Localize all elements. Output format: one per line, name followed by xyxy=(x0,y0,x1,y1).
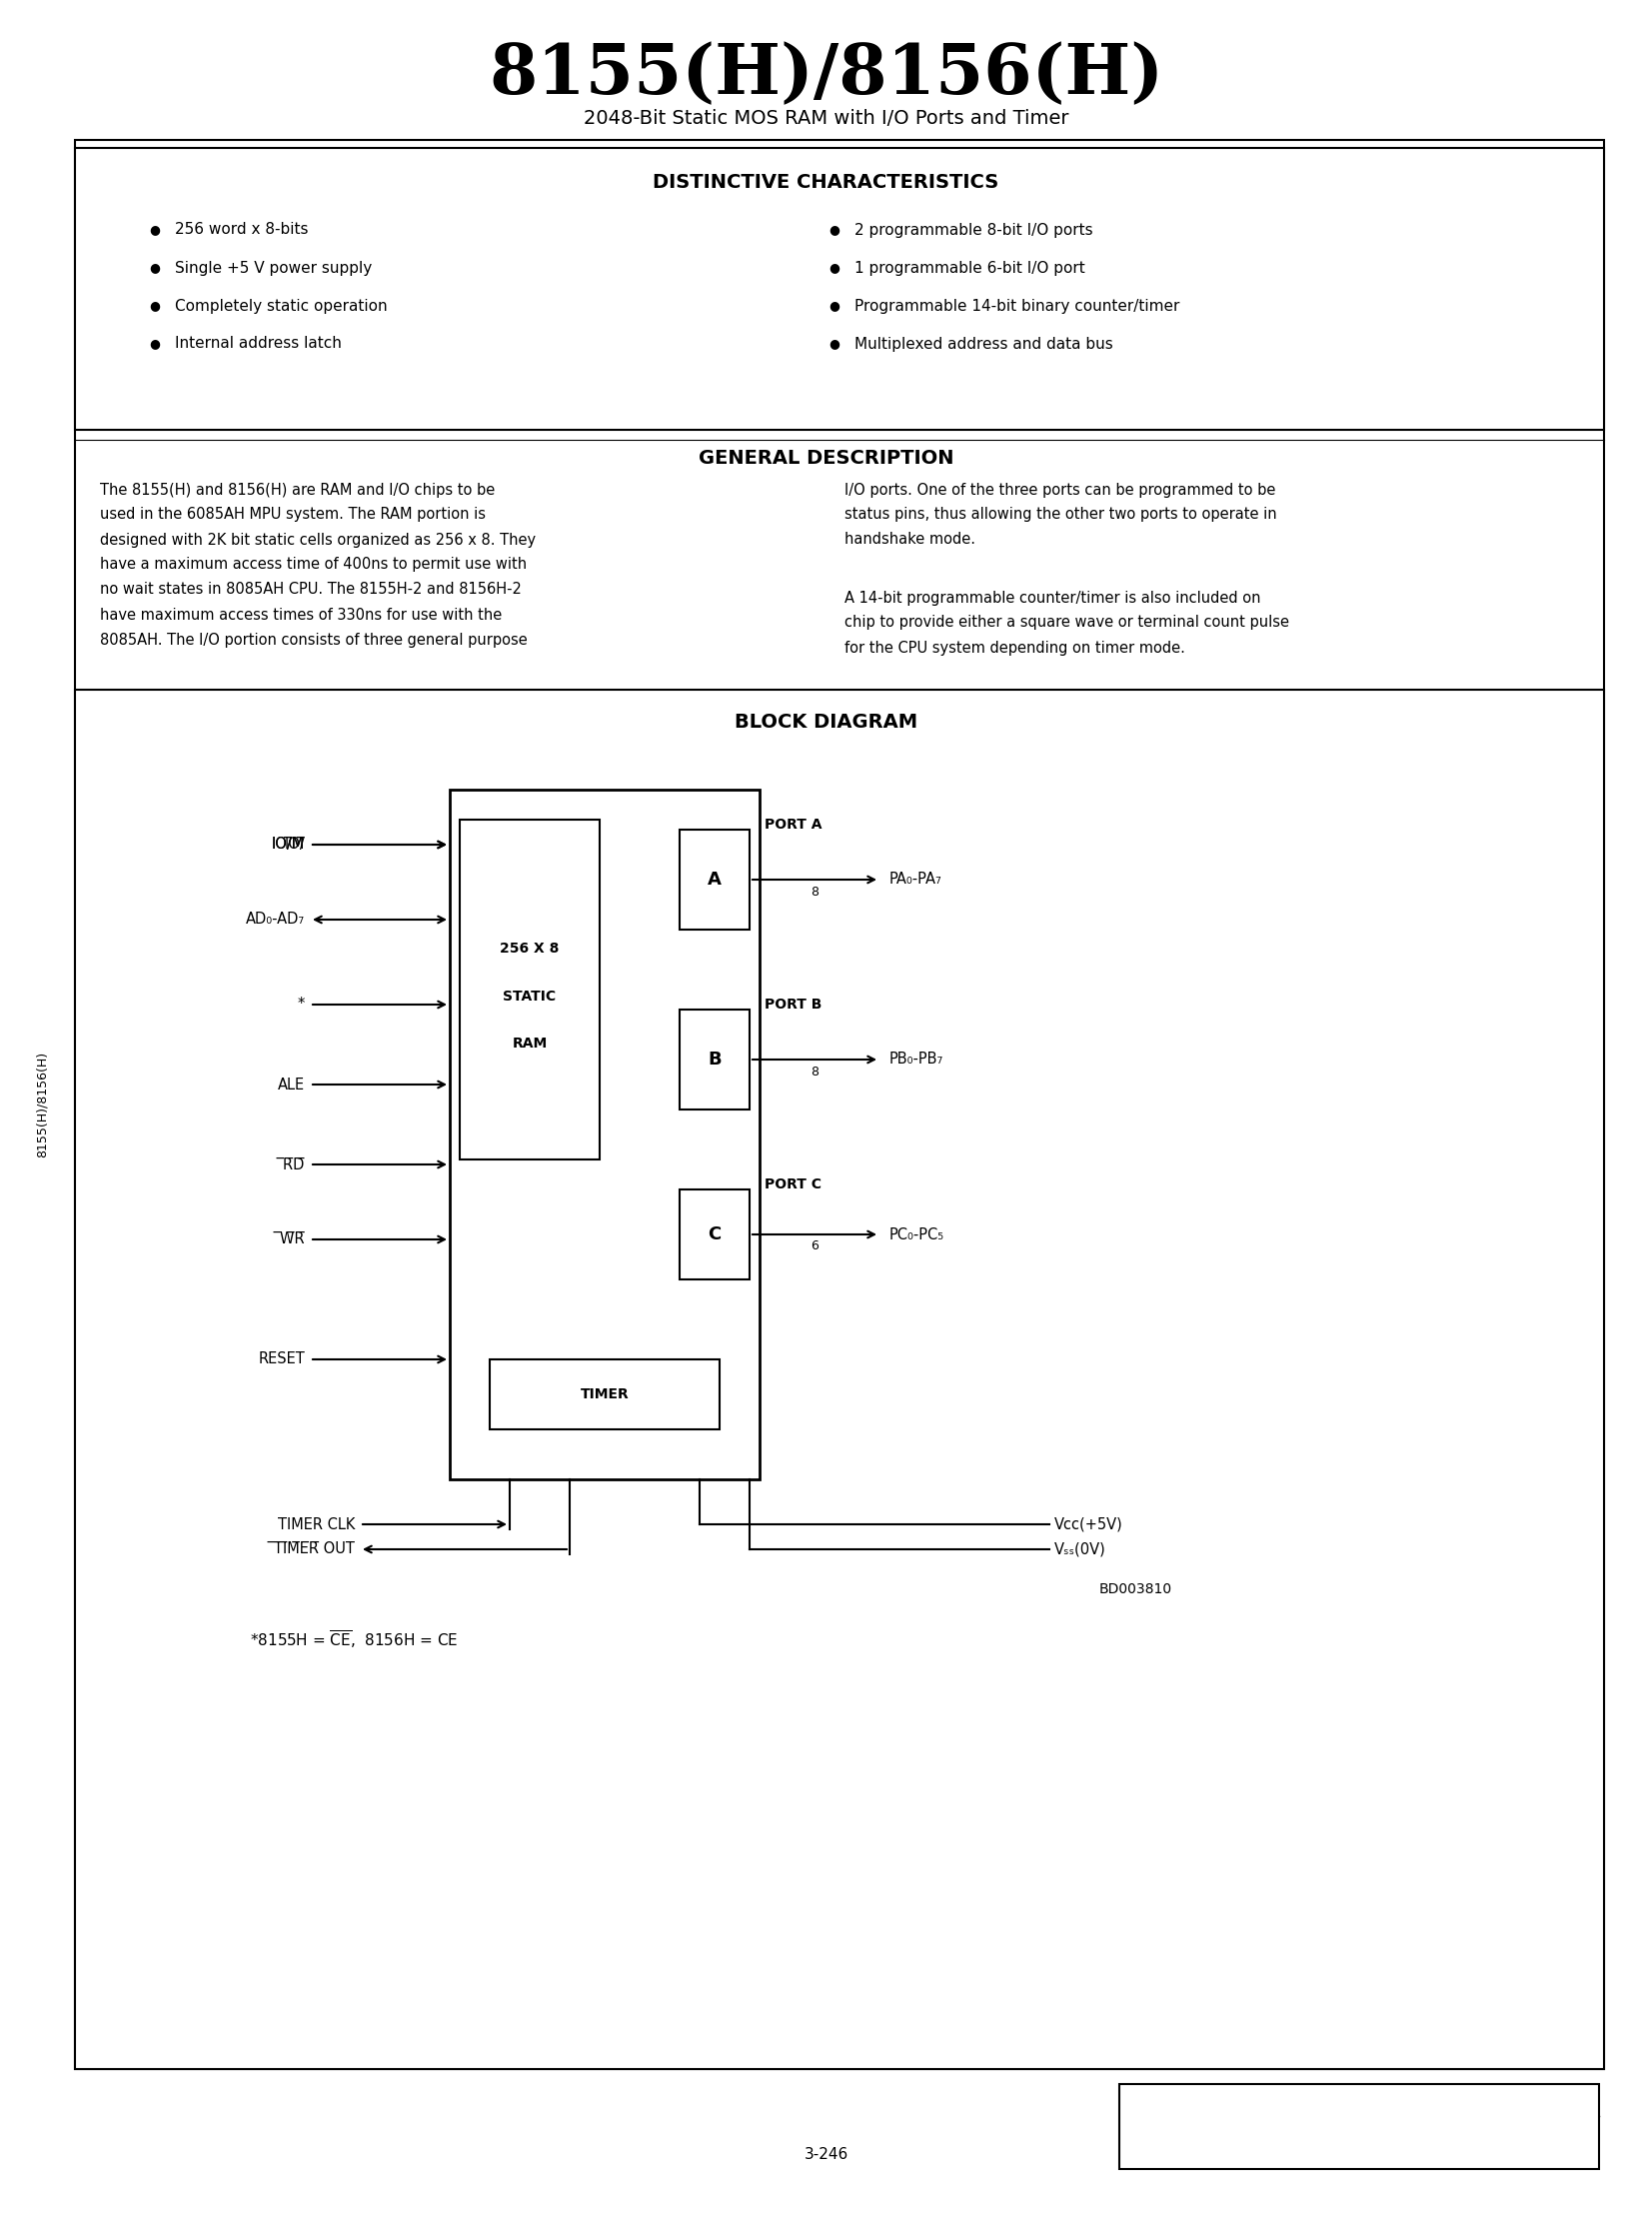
Text: PC₀-PC₅: PC₀-PC₅ xyxy=(889,1227,945,1242)
Text: 2 programmable 8-bit I/O ports: 2 programmable 8-bit I/O ports xyxy=(854,223,1094,238)
Text: have a maximum access time of 400ns to permit use with: have a maximum access time of 400ns to p… xyxy=(99,556,527,572)
Text: Programmable 14-bit binary counter/timer: Programmable 14-bit binary counter/timer xyxy=(854,298,1180,314)
Text: 8155(H)/8156(H): 8155(H)/8156(H) xyxy=(489,42,1163,109)
Text: ●: ● xyxy=(829,223,839,236)
Text: BD003810: BD003810 xyxy=(1099,1583,1173,1596)
Text: status pins, thus allowing the other two ports to operate in: status pins, thus allowing the other two… xyxy=(844,508,1277,523)
Text: STATIC: STATIC xyxy=(504,988,557,1004)
Text: GENERAL DESCRIPTION: GENERAL DESCRIPTION xyxy=(699,447,953,467)
Text: chip to provide either a square wave or terminal count pulse: chip to provide either a square wave or … xyxy=(844,614,1289,630)
Text: Vᴄᴄ(+5V): Vᴄᴄ(+5V) xyxy=(1054,1516,1123,1531)
Text: I/O ports. One of the three ports can be programmed to be: I/O ports. One of the three ports can be… xyxy=(844,483,1275,496)
Text: IO/̅M̅: IO/̅M̅ xyxy=(271,837,306,853)
Text: ●: ● xyxy=(149,260,160,274)
Text: Single +5 V power supply: Single +5 V power supply xyxy=(175,260,372,276)
Text: PB₀-PB₇: PB₀-PB₇ xyxy=(889,1053,943,1066)
Text: PA₀-PA₇: PA₀-PA₇ xyxy=(889,873,942,888)
Text: A 14-bit programmable counter/timer is also included on: A 14-bit programmable counter/timer is a… xyxy=(844,590,1260,605)
Text: C: C xyxy=(709,1227,722,1244)
Text: ●: ● xyxy=(829,298,839,312)
Text: Issue Date: April 1987: Issue Date: April 1987 xyxy=(1130,2150,1269,2161)
Text: AD₀-AD₇: AD₀-AD₇ xyxy=(246,913,306,926)
Text: used in the 6085AH MPU system. The RAM portion is: used in the 6085AH MPU system. The RAM p… xyxy=(99,508,486,523)
Text: ̅W̅̅R̅: ̅W̅̅R̅ xyxy=(281,1231,306,1247)
Text: Publication #: Publication # xyxy=(1130,2099,1222,2112)
Bar xyxy=(679,830,750,930)
Text: ●: ● xyxy=(149,223,160,236)
Bar xyxy=(449,790,760,1480)
Text: ●: ● xyxy=(149,298,160,312)
Bar xyxy=(459,819,600,1160)
Text: designed with 2K bit static cells organized as 256 x 8. They: designed with 2K bit static cells organi… xyxy=(99,532,535,548)
Text: Internal address latch: Internal address latch xyxy=(175,336,342,352)
Text: *8155H = $\overline{\mathrm{CE}}$,  8156H = CE: *8155H = $\overline{\mathrm{CE}}$, 8156H… xyxy=(249,1629,458,1649)
Bar xyxy=(679,1011,750,1109)
Bar xyxy=(74,147,1604,430)
Bar xyxy=(74,690,1604,2070)
Text: C: C xyxy=(1320,2128,1328,2141)
Text: have maximum access times of 330ns for use with the: have maximum access times of 330ns for u… xyxy=(99,608,502,623)
Text: handshake mode.: handshake mode. xyxy=(844,532,975,548)
Text: BLOCK DIAGRAM: BLOCK DIAGRAM xyxy=(735,712,917,730)
Text: ●: ● xyxy=(149,338,160,349)
Text: 8085AH. The I/O portion consists of three general purpose: 8085AH. The I/O portion consists of thre… xyxy=(99,632,527,648)
Text: 2048-Bit Static MOS RAM with I/O Ports and Timer: 2048-Bit Static MOS RAM with I/O Ports a… xyxy=(583,109,1069,127)
Bar xyxy=(679,1189,750,1280)
Text: 8: 8 xyxy=(811,1064,818,1077)
Text: RAM: RAM xyxy=(512,1037,547,1051)
Text: ̅R̅̅D̅: ̅R̅̅D̅ xyxy=(284,1158,306,1171)
Bar xyxy=(489,1360,720,1429)
Text: 256 word x 8-bits: 256 word x 8-bits xyxy=(175,223,309,238)
Text: PORT B: PORT B xyxy=(765,997,823,1011)
Text: The 8155(H) and 8156(H) are RAM and I/O chips to be: The 8155(H) and 8156(H) are RAM and I/O … xyxy=(99,483,496,496)
Text: 8: 8 xyxy=(811,886,818,897)
Text: Amendment: Amendment xyxy=(1429,2099,1515,2112)
Text: 8155(H)/8156(H): 8155(H)/8156(H) xyxy=(35,1051,48,1158)
Text: ●: ● xyxy=(829,338,839,349)
Text: TIMER CLK: TIMER CLK xyxy=(278,1516,355,1531)
Text: PORT A: PORT A xyxy=(765,817,823,833)
Text: RESET: RESET xyxy=(258,1351,306,1367)
Text: 6: 6 xyxy=(811,1240,818,1253)
Text: DISTINCTIVE CHARACTERISTICS: DISTINCTIVE CHARACTERISTICS xyxy=(653,171,999,191)
Bar xyxy=(74,140,1604,2070)
Text: B: B xyxy=(707,1051,722,1068)
Text: 00934: 00934 xyxy=(1130,2128,1170,2141)
Text: IO/̅M̅: IO/̅M̅ xyxy=(271,837,306,853)
Text: ALE: ALE xyxy=(278,1077,306,1093)
Text: IO/: IO/ xyxy=(284,837,306,853)
Text: ̅T̅̅I̅̅M̅̅E̅̅R̅ OUT: ̅T̅̅I̅̅M̅̅E̅̅R̅ OUT xyxy=(274,1543,355,1556)
Text: Multiplexed address and data bus: Multiplexed address and data bus xyxy=(854,336,1113,352)
Text: *: * xyxy=(297,997,306,1013)
Bar xyxy=(1120,2084,1599,2168)
Text: ●: ● xyxy=(829,260,839,274)
Text: Vₛₛ(0V): Vₛₛ(0V) xyxy=(1054,1543,1107,1556)
Text: 1 programmable 6-bit I/O port: 1 programmable 6-bit I/O port xyxy=(854,260,1085,276)
Text: Completely static operation: Completely static operation xyxy=(175,298,387,314)
Text: /0: /0 xyxy=(1429,2128,1442,2141)
Text: Rev.: Rev. xyxy=(1320,2099,1350,2112)
Text: A: A xyxy=(707,870,722,888)
Text: PORT C: PORT C xyxy=(765,1178,821,1191)
Text: 3-246: 3-246 xyxy=(805,2146,847,2161)
Text: no wait states in 8085AH CPU. The 8155H-2 and 8156H-2: no wait states in 8085AH CPU. The 8155H-… xyxy=(99,583,522,597)
Text: 256 X 8: 256 X 8 xyxy=(501,942,560,955)
Text: for the CPU system depending on timer mode.: for the CPU system depending on timer mo… xyxy=(844,641,1184,654)
Text: TIMER: TIMER xyxy=(580,1387,629,1402)
